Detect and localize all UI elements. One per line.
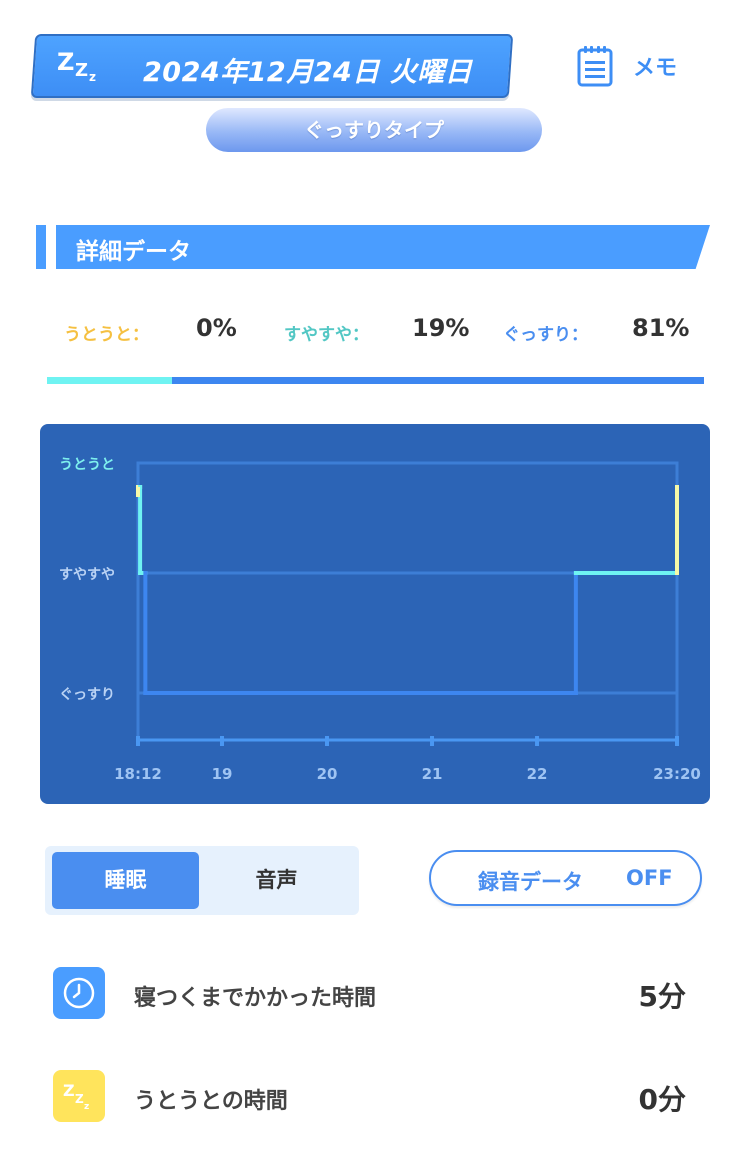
stat-value-light: 19%: [412, 314, 470, 342]
zzz-letter: z: [89, 70, 96, 84]
stat-value-deep: 81%: [632, 314, 690, 342]
y-tick-label: うとうと: [59, 457, 115, 473]
svg-text:Z: Z: [75, 1092, 84, 1106]
date-banner[interactable]: Z Z z 2024年12月24日 火曜日: [30, 34, 514, 98]
stat-label-doze: うとうと：: [64, 325, 149, 345]
ratio-light-segment: [47, 377, 172, 384]
recording-label: 録音データ: [478, 870, 583, 894]
section-accent: [36, 225, 46, 269]
list-item-doze-time: Z Z z うとうとの時間 0分: [0, 1070, 750, 1126]
recording-state: OFF: [626, 866, 673, 890]
svg-text:Z: Z: [63, 1081, 75, 1100]
section-header-bar: [56, 225, 710, 269]
sleep-ratio-bar: [47, 377, 704, 384]
plot-frame: [136, 461, 679, 742]
y-tick-label: ぐっすり: [59, 687, 115, 703]
date-title: 2024年12月24日 火曜日: [143, 57, 473, 88]
x-tick-label: 23:20: [653, 765, 701, 783]
zzz-letter: Z: [75, 60, 89, 81]
row-label: 寝つくまでかかった時間: [134, 986, 377, 1011]
memo-button[interactable]: メモ: [577, 44, 677, 88]
notepad-icon: [577, 45, 613, 87]
sleep-type-badge: ぐっすりタイプ: [206, 108, 542, 152]
list-item-sleep-onset: 寝つくまでかかった時間 5分: [0, 967, 750, 1023]
zzz-icon: Z Z z: [53, 1070, 105, 1122]
x-tick-label: 19: [212, 765, 233, 783]
clock-icon: [53, 967, 105, 1019]
stat-value-doze: 0%: [196, 314, 237, 342]
stat-label-deep: ぐっすり：: [503, 325, 588, 345]
row-value: 0分: [638, 1083, 686, 1116]
x-tick-label: 18:12: [114, 765, 162, 783]
y-tick-label: すやすや: [59, 567, 115, 583]
recording-toggle-button[interactable]: 録音データ OFF: [429, 850, 702, 906]
sleep-ratio-stats: うとうと： 0% すやすや： 19% ぐっすり： 81%: [0, 310, 750, 350]
x-tick-label: 20: [317, 765, 338, 783]
row-value: 5分: [638, 980, 686, 1013]
tab-sleep[interactable]: 睡眠: [52, 852, 199, 909]
section-title: 詳細データ: [76, 239, 191, 265]
memo-label: メモ: [633, 56, 678, 81]
x-tick-label: 22: [527, 765, 548, 783]
svg-text:z: z: [84, 1102, 89, 1112]
row-label: うとうとの時間: [134, 1089, 288, 1114]
tab-sound[interactable]: 音声: [255, 868, 298, 892]
stat-label-light: すやすや：: [284, 325, 369, 345]
zzz-letter: Z: [57, 48, 75, 76]
view-toggle: 睡眠 音声: [45, 846, 359, 915]
x-tick-label: 21: [422, 765, 443, 783]
sleep-stage-chart: うとうとすやすやぐっすり 18:12 19 20 21 22 23:20: [40, 424, 710, 804]
